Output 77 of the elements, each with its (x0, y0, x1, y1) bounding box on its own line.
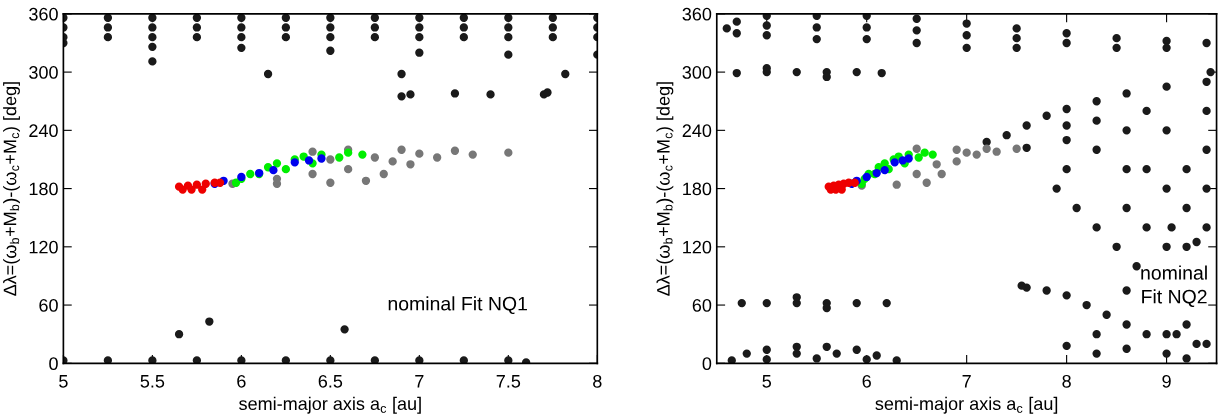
point (379, 169, 388, 179)
x-tick-label: 7 (415, 375, 424, 388)
point (198, 185, 207, 194)
point (880, 165, 889, 175)
point (914, 153, 923, 162)
point (397, 145, 406, 154)
point (892, 180, 901, 189)
x-tick-label: 6.5 (318, 374, 343, 388)
point (912, 169, 921, 179)
y-tick-label: 120 (29, 240, 58, 254)
point (361, 176, 371, 185)
y-tick-label: 180 (29, 182, 58, 196)
point (920, 148, 929, 157)
point (178, 185, 187, 194)
point (272, 159, 282, 168)
y-tick-label: 120 (683, 240, 712, 254)
point (962, 148, 971, 157)
point (932, 160, 941, 169)
point (343, 165, 353, 174)
point (326, 178, 335, 187)
point (952, 145, 961, 154)
text: Δλ=(ω$_{b}$+M$_{b}$)-(ω$_{c}$+M$_{c}$) [deg] (3, 82, 20, 296)
x-tick-label: 9 (1162, 374, 1171, 388)
point (450, 146, 460, 155)
point (928, 150, 937, 159)
x-tick-label: 8 (593, 374, 602, 388)
annotation: nominal Fit NQ2 (1141, 265, 1207, 308)
y-tick-label: 180 (683, 182, 712, 196)
x-axis-title: semi-major axis a$_{c}$ [au] (239, 396, 421, 414)
point (281, 165, 291, 174)
point (358, 150, 367, 159)
y-tick-label: 60 (692, 298, 712, 312)
point (304, 156, 314, 165)
point (982, 144, 991, 153)
point (952, 157, 961, 166)
point (187, 185, 196, 194)
point (317, 154, 326, 163)
y-tick-label: 300 (682, 66, 712, 79)
point (1012, 144, 1021, 153)
point (468, 150, 477, 159)
point (922, 178, 931, 187)
point (972, 150, 981, 159)
point (308, 169, 317, 179)
point (308, 147, 317, 156)
point (937, 169, 946, 179)
y-tick-label: 300 (29, 66, 58, 79)
y-tick-label: 0 (702, 357, 712, 371)
x-tick-label: 6 (862, 374, 871, 388)
point (904, 154, 913, 163)
point (269, 165, 278, 175)
y-tick-label: 360 (29, 7, 58, 21)
text: Δλ=(ω$_{b}$+M$_{b}$)-(ω$_{c}$+M$_{c}$) [deg] (656, 82, 674, 296)
point (504, 148, 513, 157)
point (370, 153, 380, 162)
x-tick-label: 7 (962, 375, 971, 388)
point (415, 149, 424, 158)
y-tick-label: 60 (39, 298, 58, 312)
point (992, 147, 1001, 156)
y-tick-label: 240 (29, 124, 58, 138)
x-tick-label: 6 (237, 374, 246, 388)
y-tick-label: 360 (682, 7, 712, 21)
point (326, 155, 335, 164)
annotation: nominal Fit NQ1 (388, 296, 527, 315)
point (246, 169, 255, 179)
x-tick-label: 7.5 (496, 375, 521, 388)
point (406, 160, 415, 169)
point (335, 153, 344, 162)
point (432, 153, 442, 162)
x-tick-label: 5 (762, 375, 772, 388)
y-tick-label: 240 (682, 124, 712, 138)
x-axis-title: semi-major axis a$_{c}$ [au] (875, 396, 1058, 414)
x-tick-label: 5.5 (140, 375, 165, 388)
y-tick-label: 0 (49, 357, 58, 371)
x-tick-label: 5 (59, 375, 68, 388)
point (912, 144, 921, 153)
point (388, 157, 397, 166)
x-tick-label: 8 (1062, 374, 1071, 388)
